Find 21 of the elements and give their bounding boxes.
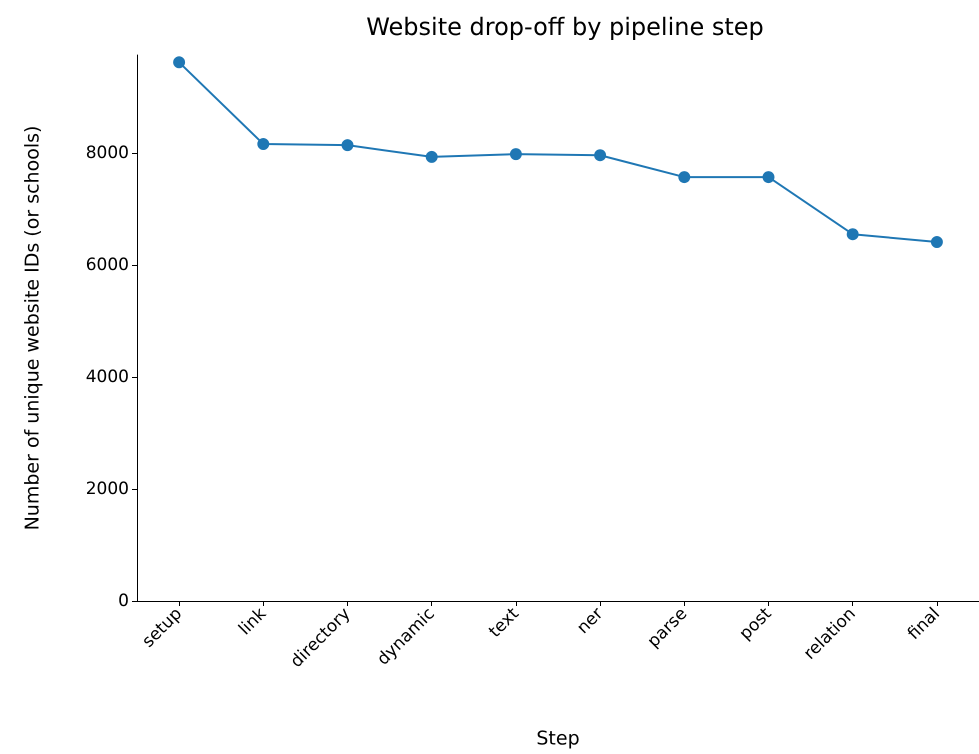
point xyxy=(426,150,438,163)
point xyxy=(846,228,859,240)
x-tick-label: ner xyxy=(573,604,608,638)
y-tick-label: 2000 xyxy=(86,479,129,499)
point xyxy=(594,149,606,162)
x-tick-label: text xyxy=(485,604,524,642)
point xyxy=(762,171,774,184)
point xyxy=(342,139,354,152)
point xyxy=(678,171,690,184)
y-axis-title: Number of unique website IDs (or schools) xyxy=(22,126,44,530)
point xyxy=(173,56,186,68)
x-axis-title: Step xyxy=(536,728,580,750)
point xyxy=(510,148,522,160)
y-tick-label: 8000 xyxy=(86,143,129,163)
x-tick-label: link xyxy=(234,604,270,640)
point xyxy=(930,236,943,248)
point xyxy=(257,138,270,150)
y-tick-label: 0 xyxy=(118,591,129,611)
y-tick-label: 4000 xyxy=(86,367,129,387)
y-tick-label: 6000 xyxy=(86,255,129,275)
chart-title: Website drop-off by pipeline step xyxy=(366,13,764,41)
